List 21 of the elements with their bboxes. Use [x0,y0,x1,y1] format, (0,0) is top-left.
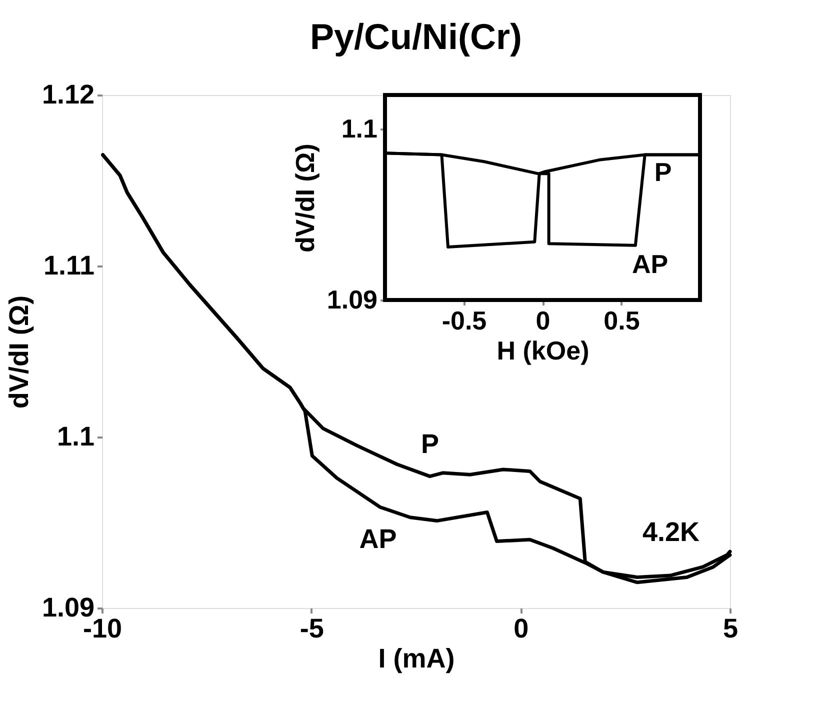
x-axis-title: H (kOe) [496,336,590,366]
x-tick-label: 0 [514,614,529,644]
y-axis-title: dV/dI (Ω) [4,295,34,409]
y-tick-label: 1.12 [42,80,94,110]
y-tick-label: 1.09 [326,284,378,314]
x-axis-title: I (mA) [378,644,455,674]
x-tick-label: 5 [722,614,738,644]
annotation: P [420,429,440,459]
chart-title: Py/Cu/Ni(Cr) [310,16,522,57]
x-tick-label: -5 [300,614,324,644]
y-tick-label: 1.1 [56,422,94,452]
x-tick-label: 0 [536,306,550,336]
x-tick-label: 0.5 [604,306,640,336]
annotation: AP [632,249,668,279]
y-tick-label: 1.1 [341,114,378,144]
x-tick-label: -0.5 [442,306,487,336]
annotation: 4.2K [642,517,700,547]
annotation: AP [359,524,397,554]
annotation: P [654,157,672,187]
y-tick-label: 1.11 [43,250,94,280]
y-axis-title: dV/dI (Ω) [290,144,320,252]
